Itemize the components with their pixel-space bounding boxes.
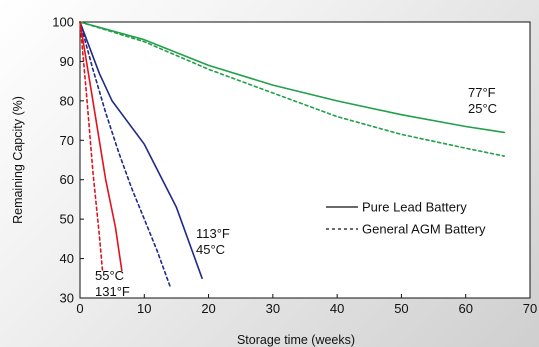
x-tick-label: 50: [394, 301, 408, 316]
temperature-label: 113°F: [196, 226, 230, 241]
y-tick-label: 90: [60, 54, 74, 69]
temperature-label: 131°F: [95, 284, 130, 299]
series-line-55C-pure-lead: [79, 21, 123, 272]
x-axis: 0 10 20 30 40 50 60 70: [76, 294, 537, 316]
series-line-25C-agm: [79, 21, 506, 157]
x-tick-label: 30: [266, 301, 280, 316]
x-tick-label: 10: [137, 301, 151, 316]
y-tick-label: 50: [60, 212, 74, 227]
series-line-25C-pure-lead: [79, 21, 506, 134]
y-tick-label: 70: [60, 133, 74, 148]
plot-background: [79, 21, 531, 299]
x-tick-label: 40: [330, 301, 344, 316]
x-tick-label: 20: [201, 301, 215, 316]
temperature-label: 25°C: [468, 101, 497, 116]
y-tick-label: 60: [60, 172, 74, 187]
legend: Pure Lead Battery General AGM Battery: [326, 200, 486, 237]
y-tick-label: 100: [52, 15, 74, 30]
legend-label: General AGM Battery: [362, 222, 486, 237]
y-tick-label: 80: [60, 93, 74, 108]
temperature-label: 55°C: [95, 268, 124, 283]
y-axis-label: Remaining Capcity (%): [11, 96, 25, 224]
y-axis: 30 40 50 60 70 80 90 100: [52, 15, 84, 306]
legend-label: Pure Lead Battery: [362, 200, 467, 215]
x-tick-label: 70: [523, 301, 537, 316]
x-axis-label: Storage time (weeks): [237, 333, 355, 347]
y-tick-label: 30: [60, 291, 74, 306]
temperature-label: 77°F: [468, 85, 496, 100]
x-tick-label: 0: [76, 301, 83, 316]
series-line-45C-agm: [79, 21, 171, 287]
plot-area: [79, 21, 531, 299]
x-tick-label: 60: [458, 301, 472, 316]
temperature-label: 45°C: [196, 242, 225, 257]
series-line-45C-pure-lead: [79, 21, 203, 280]
series-layer: [79, 21, 506, 287]
y-tick-label: 40: [60, 251, 74, 266]
series-line-55C-agm: [79, 21, 104, 272]
